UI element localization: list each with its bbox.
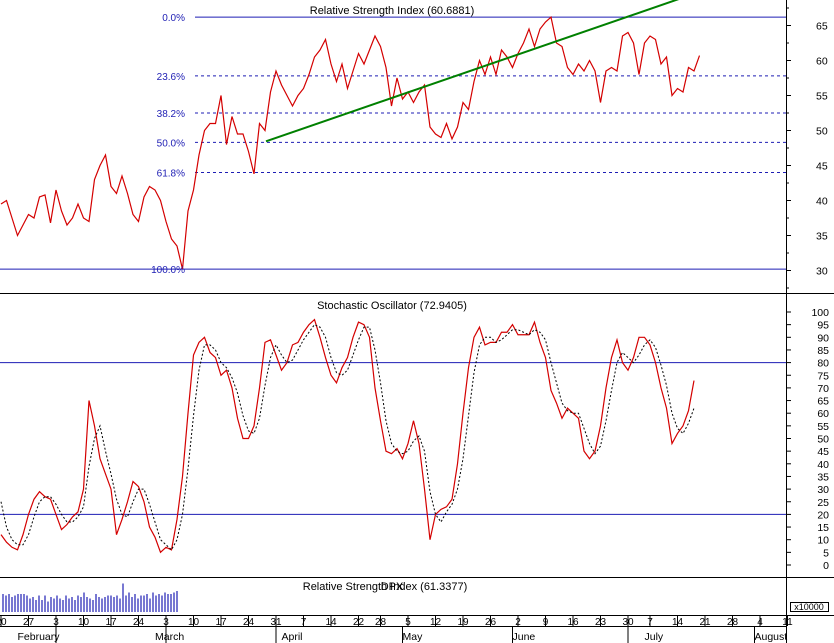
date-tick-label: 2 (515, 617, 521, 628)
date-tick-label: 28 (727, 617, 739, 628)
date-tick-label: 26 (485, 617, 497, 628)
rsi-tick-label: 45 (816, 161, 828, 173)
rsi-tick-label: 30 (816, 266, 828, 278)
stochastic-tick-label: 35 (817, 471, 829, 483)
fibonacci-labels: 0.0% 23.6% 38.2% 50.0% 61.8% 100.0% (151, 13, 185, 276)
stochastic-lines (0, 318, 695, 554)
month-label: June (513, 631, 536, 643)
rsi-panel-title: Relative Strength Index (60.6881) (310, 5, 475, 17)
rsi-grid (0, 16, 786, 270)
date-tick-label: 30 (622, 617, 634, 628)
fibonacci-label: 0.0% (162, 13, 185, 24)
date-tick-label: 16 (567, 617, 579, 628)
date-tick-label: 22 (353, 617, 365, 628)
date-tick-label: 7 (647, 617, 653, 628)
date-tick-label: 17 (105, 617, 117, 628)
rsi-trendline (265, 0, 680, 143)
stochastic-tick-label: 85 (817, 345, 829, 357)
month-label: May (403, 631, 424, 643)
rsi-tick-label: 35 (816, 231, 828, 243)
date-tick-label: 17 (215, 617, 227, 628)
stochastic-tick-label: 10 (817, 535, 829, 547)
stochastic-grid (0, 362, 786, 515)
stochastic-tick-label: 100 (811, 307, 829, 319)
date-tick-label: 10 (78, 617, 90, 628)
stochastic-tick-label: 0 (823, 560, 829, 572)
date-tick-label: 24 (243, 617, 255, 628)
volume-unit-box (790, 602, 829, 612)
date-tick-label: 12 (430, 617, 442, 628)
date-axis: 20 27 3 10 17 24 3 10 17 24 31 7 14 22 28 5 12 19 26 2 9 16 23… (0, 616, 793, 643)
stochastic-tick-label: 55 (817, 421, 829, 433)
stochastic-tick-label: 5 (823, 547, 829, 559)
stochastic-tick-label: 25 (817, 497, 829, 509)
stochastic-axis-ticks: 0510152025303540455055606570758085909510… (786, 307, 829, 572)
month-label: July (645, 631, 664, 643)
stochastic-tick-label: 30 (817, 484, 829, 496)
month-label: March (155, 631, 184, 643)
fibonacci-label: 100.0% (151, 265, 185, 276)
date-tick-label: 9 (543, 617, 549, 628)
rsi-line (0, 15, 701, 270)
stochastic-panel-title: Stochastic Oscillator (72.9405) (317, 300, 467, 312)
date-tick-label: 7 (301, 617, 307, 628)
stochastic-tick-label: 50 (817, 434, 829, 446)
fibonacci-label: 38.2% (157, 109, 185, 120)
fibonacci-label: 23.6% (157, 72, 185, 83)
month-label: August (755, 631, 788, 643)
date-tick-label: 11 (782, 617, 793, 628)
date-tick-label: 24 (133, 617, 145, 628)
date-tick-label: 3 (53, 617, 59, 628)
rsi-tick-label: 50 (816, 126, 828, 138)
stochastic-tick-label: 70 (817, 383, 829, 395)
date-tick-label: 28 (375, 617, 387, 628)
rsi-tick-label: 40 (816, 196, 828, 208)
date-tick-label: 14 (672, 617, 684, 628)
date-tick-label: 21 (699, 617, 711, 628)
month-label: February (18, 631, 61, 643)
date-tick-label: 23 (595, 617, 607, 628)
date-tick-label: 31 (270, 617, 282, 628)
stochastic-tick-label: 60 (817, 408, 829, 420)
stochastic-tick-label: 20 (817, 509, 829, 521)
rsi-tick-label: 60 (816, 56, 828, 68)
rsi-axis-ticks: 30 35 40 45 50 55 60 65 (786, 7, 828, 289)
month-label: April (282, 631, 303, 643)
rsi-lines (0, 0, 701, 270)
stochastic-tick-label: 80 (817, 358, 829, 370)
stochastic-tick-label: 95 (817, 320, 829, 332)
volume-unit-label: x10000 (794, 602, 824, 612)
stochastic-tick-label: 75 (817, 370, 829, 382)
date-tick-label: 3 (163, 617, 169, 628)
volume-panel-title: DPX (381, 581, 404, 593)
date-tick-label: 27 (23, 617, 35, 628)
stochastic-tick-label: 15 (817, 522, 829, 534)
stochastic-tick-label: 45 (817, 446, 829, 458)
fibonacci-label: 61.8% (157, 169, 185, 180)
stochastic-tick-label: 65 (817, 396, 829, 408)
volume-bars (2, 583, 178, 612)
volume-panel-rsi-title: Relative Strength Index (61.3377) (303, 581, 468, 593)
stochastic-d-line (0, 324, 695, 551)
rsi-tick-label: 65 (816, 21, 828, 33)
date-tick-label: 4 (757, 617, 763, 628)
stochastic-tick-label: 40 (817, 459, 829, 471)
rsi-tick-label: 55 (816, 91, 828, 103)
date-tick-label: 19 (457, 617, 469, 628)
date-tick-label: 20 (0, 617, 7, 628)
stochastic-k-line (0, 318, 695, 554)
fibonacci-label: 50.0% (157, 138, 185, 149)
date-tick-label: 14 (325, 617, 337, 628)
date-tick-label: 10 (188, 617, 200, 628)
date-tick-label: 5 (405, 617, 411, 628)
stochastic-tick-label: 90 (817, 332, 829, 344)
